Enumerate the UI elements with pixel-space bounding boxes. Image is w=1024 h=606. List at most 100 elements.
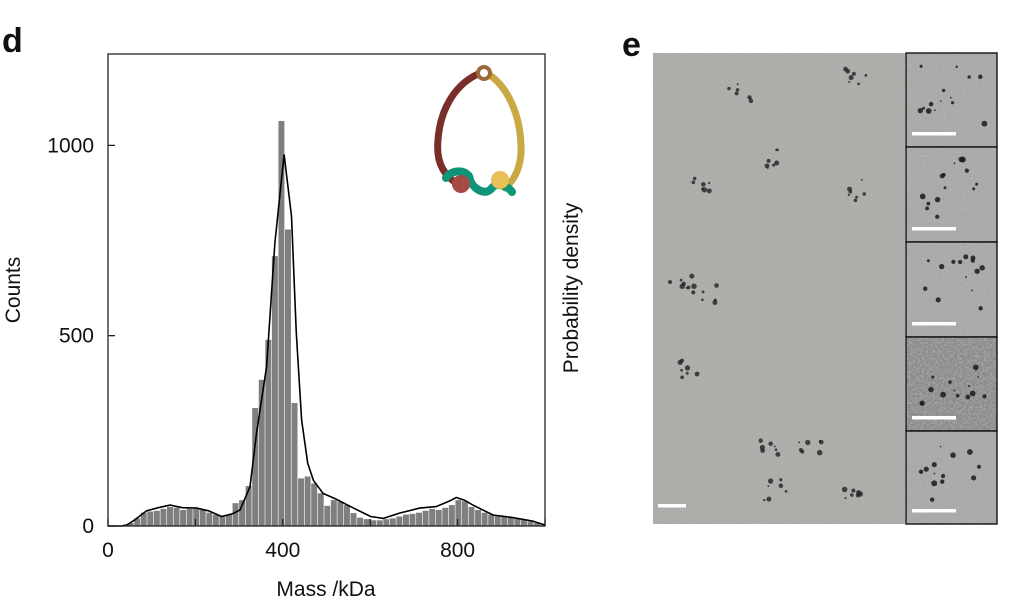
histogram-bar <box>199 510 206 526</box>
particle <box>977 375 980 378</box>
particle <box>774 160 780 166</box>
particle <box>923 466 929 472</box>
particle <box>950 96 952 99</box>
particle <box>940 479 945 484</box>
particle <box>773 445 776 448</box>
micrograph-inset <box>905 52 998 148</box>
histogram-bar <box>127 522 134 526</box>
particle <box>784 489 788 493</box>
particle <box>935 297 941 303</box>
particle <box>847 193 850 196</box>
particle <box>950 101 955 105</box>
particle <box>701 187 708 193</box>
particle <box>760 448 765 453</box>
particle <box>928 386 934 393</box>
histogram-bar <box>304 476 311 526</box>
histogram-bar <box>134 518 141 526</box>
x-tick-label: 400 <box>265 539 300 562</box>
particle <box>712 300 718 306</box>
histogram-bar <box>311 483 318 526</box>
x-axis-label: Mass /kDa <box>276 578 376 601</box>
particle <box>680 375 684 380</box>
histogram-bar <box>317 493 324 526</box>
micrograph-inset <box>905 241 998 338</box>
histogram-bar <box>520 519 527 526</box>
plot-frame <box>107 53 546 527</box>
particle <box>940 473 946 479</box>
y-tick-label: 500 <box>59 325 94 348</box>
histogram-bar <box>389 518 396 526</box>
histogram-bar <box>324 505 331 526</box>
particle <box>939 173 945 179</box>
histogram-bar <box>363 519 370 526</box>
histogram-bar <box>343 505 350 526</box>
particle <box>774 448 778 452</box>
scale-bar <box>912 322 956 326</box>
particle <box>727 86 731 91</box>
density-curve <box>108 154 545 527</box>
particle <box>818 439 824 445</box>
particle <box>953 389 956 392</box>
particle <box>968 385 971 388</box>
histogram-bar <box>455 500 462 526</box>
histogram-bar <box>370 520 377 526</box>
histogram-bar <box>206 512 213 526</box>
particle <box>848 190 853 194</box>
particle <box>981 120 988 127</box>
y-tick-label: 1000 <box>47 134 94 157</box>
histogram-bar <box>475 510 482 526</box>
particle <box>679 358 684 363</box>
particle <box>708 181 711 185</box>
particle <box>941 88 946 93</box>
histogram-bar <box>166 506 173 526</box>
histogram-bar <box>278 120 285 527</box>
histogram-bar <box>219 516 226 526</box>
histogram-bar <box>225 514 232 526</box>
particle <box>805 439 811 446</box>
histogram-bar <box>186 508 193 526</box>
scale-bar <box>912 416 956 420</box>
particle <box>957 259 963 265</box>
particle <box>689 273 695 279</box>
histogram-bar <box>494 515 501 526</box>
particle <box>767 484 770 487</box>
micrograph-inset <box>905 430 998 525</box>
histogram-bar <box>284 229 291 526</box>
particle <box>679 278 683 282</box>
histogram-bar <box>402 514 409 526</box>
particle <box>971 289 973 292</box>
histogram-bar <box>481 512 488 526</box>
particle <box>764 163 770 169</box>
particle <box>691 290 696 295</box>
histogram-bar <box>416 512 423 526</box>
particle <box>978 74 983 80</box>
particle <box>951 259 956 264</box>
particle <box>778 483 784 489</box>
scale-bar <box>912 132 956 136</box>
particle <box>798 447 803 452</box>
histogram-bar <box>239 500 246 526</box>
particle <box>701 290 705 294</box>
particle <box>940 391 947 398</box>
particle <box>691 283 697 289</box>
histogram-bar <box>140 512 147 526</box>
histogram-bar <box>252 408 259 526</box>
histogram-bar <box>409 513 416 526</box>
particle <box>706 188 712 194</box>
particle <box>864 74 868 77</box>
particle <box>701 298 704 302</box>
particle <box>862 192 867 196</box>
particle <box>977 464 981 469</box>
particle <box>920 402 924 405</box>
scale-bar <box>912 227 956 231</box>
particle <box>772 163 776 167</box>
y2-axis-label: Probability density <box>560 202 583 373</box>
particle <box>967 449 973 455</box>
histogram-bar <box>350 513 357 526</box>
particle <box>925 108 932 114</box>
histogram-bar <box>180 510 187 526</box>
histogram-bars <box>121 120 545 527</box>
particle <box>935 214 940 219</box>
particle <box>841 486 848 493</box>
